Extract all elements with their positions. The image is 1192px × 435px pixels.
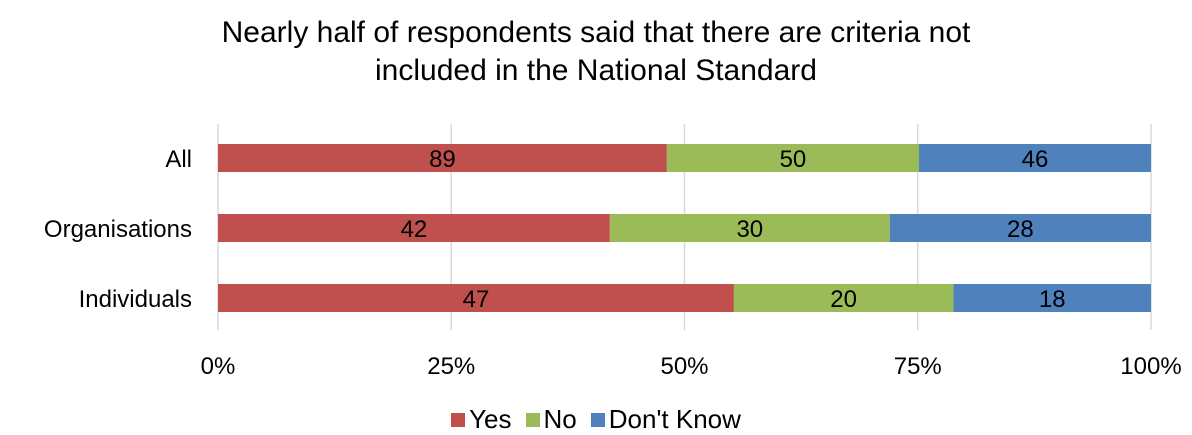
legend-swatch-yes <box>451 412 466 427</box>
x-tick-label-0: 0% <box>201 353 236 380</box>
chart-legend: Yes No Don't Know <box>0 404 1192 435</box>
legend-swatch-dont-know <box>590 412 605 427</box>
data-label-individuals-no: 20 <box>830 286 857 313</box>
category-label-all: All <box>165 146 192 173</box>
data-label-organisations-yes: 42 <box>401 216 428 243</box>
bar-organisations-don-t-know <box>889 214 1151 242</box>
chart-title-line-1: Nearly half of respondents said that the… <box>221 16 971 49</box>
category-label-organisations: Organisations <box>44 216 192 243</box>
bar-all-yes <box>218 144 667 172</box>
x-tick-label-4: 100% <box>1120 353 1181 380</box>
data-label-all-no: 50 <box>780 146 807 173</box>
bar-organisations-no <box>609 214 890 242</box>
data-label-all-yes: 89 <box>429 146 456 173</box>
x-tick-label-3: 75% <box>894 353 942 380</box>
bar-individuals-yes <box>218 284 734 312</box>
chart-title: Nearly half of respondents said that the… <box>0 14 1192 90</box>
legend-label-no: No <box>543 404 577 434</box>
data-label-all-don-t-know: 46 <box>1022 146 1049 173</box>
category-label-individuals: Individuals <box>79 286 192 313</box>
legend-swatch-no <box>525 412 540 427</box>
chart-title-line-2: included in the National Standard <box>375 54 817 87</box>
legend-item-dont-know: Don't Know <box>590 404 741 435</box>
legend-label-yes: Yes <box>469 404 512 434</box>
legend-label-dont-know: Don't Know <box>608 404 741 434</box>
data-label-organisations-no: 30 <box>736 216 763 243</box>
x-tick-label-2: 50% <box>660 353 708 380</box>
data-label-individuals-yes: 47 <box>463 286 490 313</box>
bar-individuals-no <box>733 284 954 312</box>
bar-individuals-don-t-know <box>953 284 1151 312</box>
data-label-organisations-don-t-know: 28 <box>1007 216 1034 243</box>
bar-organisations-yes <box>218 214 610 242</box>
bar-all-no <box>666 144 920 172</box>
legend-item-no: No <box>525 404 577 435</box>
bar-all-don-t-know <box>919 144 1151 172</box>
legend-item-yes: Yes <box>451 404 512 435</box>
x-tick-label-1: 25% <box>427 353 475 380</box>
data-label-individuals-don-t-know: 18 <box>1039 286 1066 313</box>
